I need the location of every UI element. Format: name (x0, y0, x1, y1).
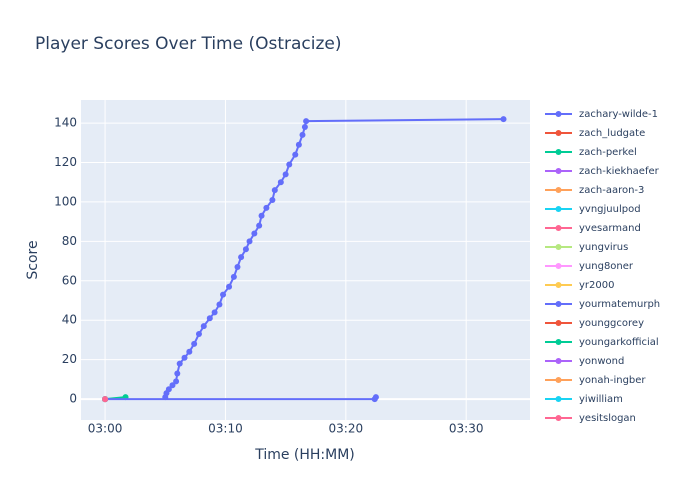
legend-marker (555, 301, 562, 307)
point (269, 196, 276, 203)
y-tick-label: 20 (62, 352, 77, 366)
x-axis-title: Time (HH:MM) (254, 447, 355, 463)
legend-marker (555, 206, 562, 212)
legend-label[interactable]: yungvirus (579, 242, 628, 253)
x-tick-label: 03:00 (88, 422, 123, 436)
point (234, 263, 241, 270)
point (258, 212, 265, 219)
point (282, 171, 289, 178)
legend-label[interactable]: yung8oner (579, 261, 634, 272)
legend-label[interactable]: younggcorey (579, 318, 644, 329)
x-tick-label: 03:10 (208, 422, 243, 436)
legend-label[interactable]: yiwilliam (579, 394, 623, 405)
point (500, 116, 507, 123)
x-tick-label: 03:30 (449, 422, 484, 436)
y-tick-label: 60 (62, 273, 77, 287)
legend-marker (555, 225, 562, 231)
y-tick-label: 140 (54, 116, 77, 130)
legend-label[interactable]: yonwond (579, 356, 624, 367)
point (102, 396, 109, 403)
point (176, 360, 183, 367)
point (226, 283, 233, 290)
legend-label[interactable]: zach-perkel (579, 147, 637, 158)
legend-marker (555, 377, 562, 383)
legend-label[interactable]: yonah-ingber (579, 375, 646, 386)
legend[interactable]: zachary-wilde-1 zach_ludgate zach-perkel za… (545, 109, 660, 424)
point (211, 309, 218, 316)
legend-label[interactable]: zach-aaron-3 (579, 185, 644, 196)
legend-label[interactable]: yourmatemurph (579, 299, 660, 310)
legend-marker (555, 244, 562, 250)
y-tick-label: 80 (62, 234, 77, 248)
point (186, 348, 193, 355)
legend-label[interactable]: zach-kiekhaefer (579, 166, 660, 177)
point (301, 124, 308, 131)
point (246, 238, 253, 245)
legend-marker (555, 339, 562, 345)
point (251, 230, 258, 237)
point (292, 151, 299, 158)
point (181, 354, 188, 361)
x-tick-label: 03:20 (329, 422, 364, 436)
legend-marker (555, 320, 562, 326)
y-axis-title: Score (25, 240, 41, 279)
point (372, 394, 379, 401)
chart-title: Player Scores Over Time (Ostracize) (35, 34, 342, 54)
point (238, 254, 245, 261)
point (173, 378, 180, 385)
legend-marker (555, 187, 562, 193)
point (169, 382, 176, 389)
legend-label[interactable]: yvngjuulpod (579, 204, 641, 215)
point (242, 246, 249, 253)
point (256, 222, 263, 229)
point (191, 340, 198, 347)
legend-label[interactable]: yvesarmand (579, 223, 641, 234)
plot-background (81, 100, 530, 420)
y-tick-label: 0 (69, 392, 77, 406)
point (263, 204, 270, 211)
y-tick-label: 100 (54, 194, 77, 208)
plot-area (102, 116, 507, 403)
legend-marker (555, 130, 562, 136)
point (200, 323, 207, 330)
point (195, 331, 202, 338)
y-tick-label: 40 (62, 313, 77, 327)
legend-marker (555, 111, 562, 117)
legend-marker (555, 358, 562, 364)
legend-marker (555, 282, 562, 288)
y-tick-label: 120 (54, 155, 77, 169)
legend-marker (555, 149, 562, 155)
legend-label[interactable]: zach_ludgate (579, 128, 645, 139)
point (286, 161, 293, 168)
legend-label[interactable]: youngarkofficial (579, 337, 659, 348)
point (303, 118, 310, 125)
point (216, 301, 223, 308)
point (165, 386, 172, 393)
point (206, 315, 213, 322)
point (299, 131, 306, 138)
point (271, 187, 278, 194)
point (295, 141, 302, 148)
point (220, 291, 227, 298)
legend-marker (555, 415, 562, 421)
point (174, 370, 181, 377)
legend-label[interactable]: zachary-wilde-1 (579, 109, 658, 120)
legend-marker (555, 396, 562, 402)
grid (81, 100, 530, 420)
point (230, 273, 237, 280)
legend-marker (555, 168, 562, 174)
legend-label[interactable]: yr2000 (579, 280, 614, 291)
legend-marker (555, 263, 562, 269)
legend-label[interactable]: yesitslogan (579, 413, 636, 424)
point (277, 179, 284, 186)
